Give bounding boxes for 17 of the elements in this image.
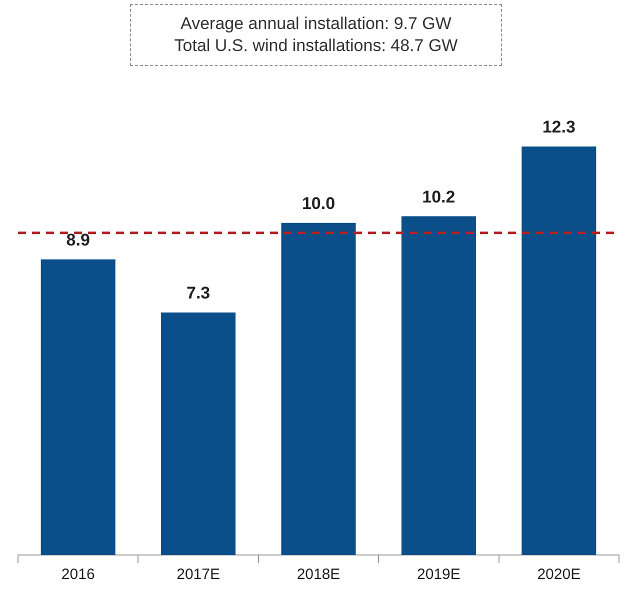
x-tick-label: 2019E: [417, 566, 460, 584]
bar: [401, 216, 476, 555]
text: Average annual installation: 9.7 GW: [180, 13, 452, 35]
x-tick-label: 2020E: [537, 566, 581, 584]
data-label: 7.3: [186, 284, 210, 303]
data-label: 8.9: [66, 230, 90, 250]
data-label: 12.3: [542, 118, 576, 137]
x-tick-label: 2016: [61, 566, 95, 584]
x-tick-label: 2018E: [296, 566, 340, 584]
data-label: 10.2: [422, 187, 456, 206]
bar: [161, 312, 236, 555]
text: Total U.S. wind installations: 48.7 GW: [173, 35, 459, 57]
bar: [40, 259, 116, 555]
bar: [522, 146, 596, 555]
x-tick-label: 2017E: [176, 566, 220, 584]
bar: [281, 222, 356, 555]
data-label: 10.0: [302, 194, 336, 214]
